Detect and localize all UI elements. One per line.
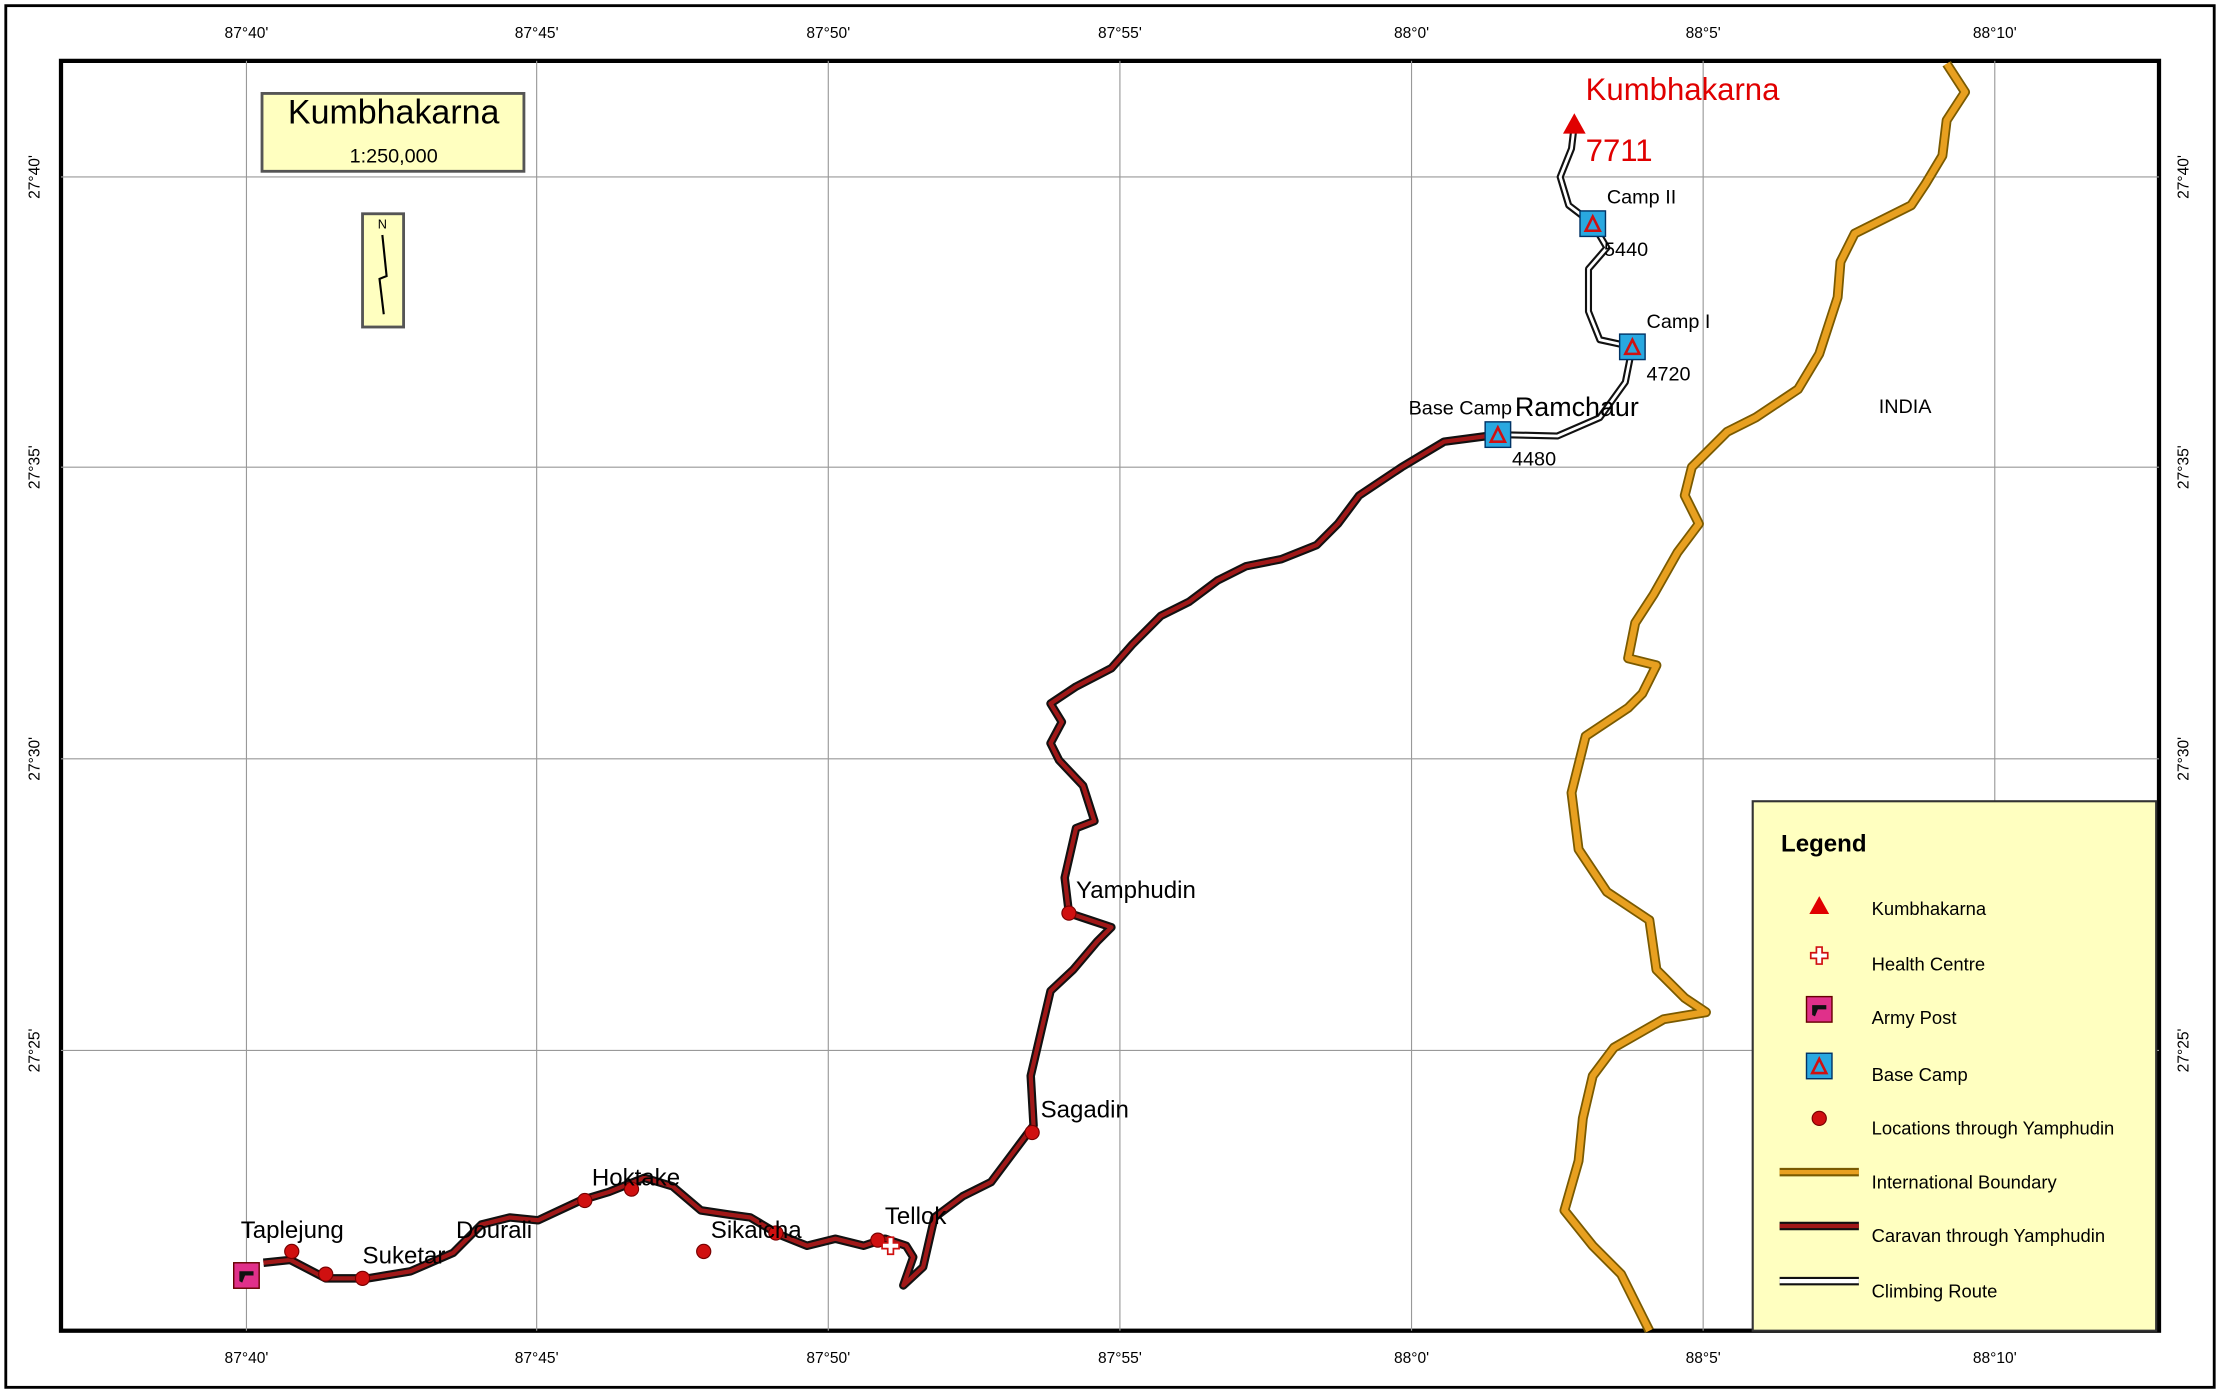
lat-label: 27°30' xyxy=(27,737,44,781)
legend: Kumbhakarna Health Centre Army Post Base Ca… xyxy=(1779,896,2115,1301)
legend-title: Legend xyxy=(1781,831,1867,858)
camp-label: Camp II xyxy=(1607,186,1676,208)
lon-label: 87°45' xyxy=(515,25,559,42)
camp-icon xyxy=(1810,1056,1829,1075)
lon-label: 87°45' xyxy=(515,1350,559,1367)
army-icon xyxy=(239,1271,254,1283)
place-label: Yamphudin xyxy=(1076,877,1196,904)
lon-label: 88°10' xyxy=(1973,25,2017,42)
lon-label: 88°0' xyxy=(1394,25,1429,42)
summit-icon xyxy=(1563,113,1586,134)
lon-label: 87°40' xyxy=(225,25,269,42)
location-dot xyxy=(284,1243,300,1260)
lon-label: 88°5' xyxy=(1686,25,1721,42)
camp-icon xyxy=(1618,333,1646,361)
lon-label: 87°50' xyxy=(806,1350,850,1367)
location-dot xyxy=(623,1181,640,1197)
summit-icon xyxy=(1809,896,1830,914)
lon-label: 88°10' xyxy=(1973,1350,2017,1367)
health-icon xyxy=(1809,946,1829,965)
graticule: 87°40' 87°40' 87°45' 87°45' 87°50' 87°50' 87°5… xyxy=(27,25,2193,1367)
camp-icon xyxy=(1488,424,1508,443)
legend-label: Army Post xyxy=(1872,1007,1957,1028)
place-label: Taplejung xyxy=(241,1217,344,1244)
north-label: N xyxy=(378,216,387,231)
north-arrow xyxy=(378,234,388,315)
lat-label: 27°35' xyxy=(2176,445,2193,489)
place-label: Tellok xyxy=(885,1203,947,1230)
lat-label: 27°25' xyxy=(2176,1028,2193,1072)
lon-label: 87°55' xyxy=(1098,25,1142,42)
camp-elevation: 5440 xyxy=(1604,239,1648,261)
summit-name: Kumbhakarna xyxy=(1586,72,1780,107)
camp-icon xyxy=(1623,336,1642,356)
lat-label: 27°30' xyxy=(2176,737,2193,781)
location-dot xyxy=(354,1270,371,1286)
camp-elevation: 4720 xyxy=(1647,363,1691,385)
army-icon xyxy=(233,1262,260,1289)
camp-elevation: 4480 xyxy=(1512,448,1556,470)
location-dot xyxy=(1061,905,1077,921)
lat-label: 27°35' xyxy=(27,445,44,489)
place-label: Ramchaur xyxy=(1515,392,1639,422)
lat-label: 27°25' xyxy=(27,1028,44,1072)
lon-label: 87°55' xyxy=(1098,1350,1142,1367)
lat-label: 27°40' xyxy=(2176,155,2193,199)
legend-label: Kumbhakarna xyxy=(1872,898,1987,919)
lon-label: 88°0' xyxy=(1394,1350,1429,1367)
legend-label: Caravan through Yamphudin xyxy=(1872,1225,2105,1246)
climbing-route xyxy=(1497,124,1634,438)
location-dot xyxy=(318,1266,334,1282)
lon-label: 87°50' xyxy=(806,25,850,42)
title-box xyxy=(260,92,526,173)
camp-label: Camp I xyxy=(1647,311,1711,333)
place-label: Suketar xyxy=(363,1242,446,1269)
place-label: Sagadin xyxy=(1041,1097,1129,1124)
country-label: INDIA xyxy=(1879,396,1933,418)
place-label: Sikaicha xyxy=(711,1217,803,1244)
location-dot xyxy=(768,1225,784,1241)
labels: Ramchaur Yamphudin Sagadin Tellok Sikaicha Ho… xyxy=(233,72,1933,1289)
camp-icon xyxy=(1805,1052,1833,1080)
camp-label: Base Camp xyxy=(1409,397,1512,419)
camp-icon xyxy=(1583,213,1602,233)
map-title: Kumbhakarna xyxy=(288,94,500,132)
lon-label: 88°5' xyxy=(1686,1350,1721,1367)
map-scale: 1:250,000 xyxy=(350,145,438,167)
legend-label: Base Camp xyxy=(1872,1064,1968,1085)
international-boundary xyxy=(1561,61,1969,1333)
legend-label: Locations through Yamphudin xyxy=(1872,1118,2115,1139)
lat-label: 27°40' xyxy=(27,155,44,199)
location-dot xyxy=(1024,1124,1040,1141)
lon-label: 87°40' xyxy=(225,1350,269,1367)
legend-dot xyxy=(1811,1110,1827,1127)
legend-label: International Boundary xyxy=(1872,1171,2058,1192)
legend-label: Climbing Route xyxy=(1872,1280,1998,1301)
place-label: Hoktake xyxy=(592,1165,680,1192)
location-dot xyxy=(577,1192,593,1209)
place-label: Dourali xyxy=(456,1217,532,1244)
summit-elevation: 7711 xyxy=(1586,133,1653,168)
army-icon xyxy=(1812,1005,1827,1017)
health-icon xyxy=(881,1236,900,1256)
legend-label: Health Centre xyxy=(1872,953,1985,974)
location-dot xyxy=(696,1243,712,1260)
